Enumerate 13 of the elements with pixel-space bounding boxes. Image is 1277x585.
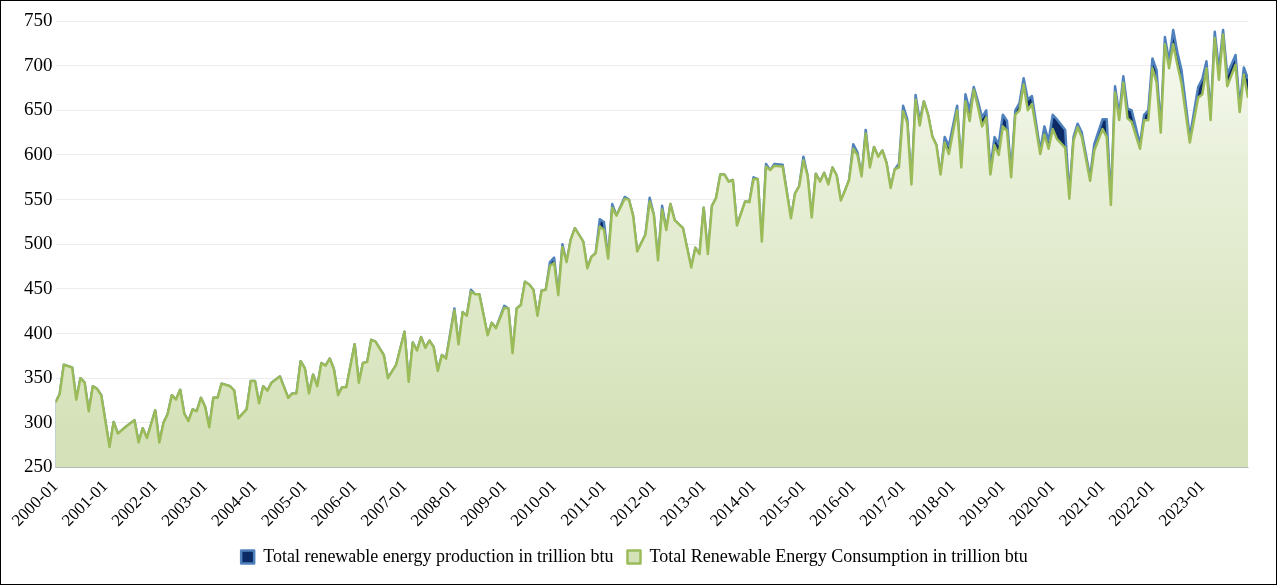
y-tick-label: 750: [24, 8, 53, 30]
y-tick-label: 450: [24, 276, 53, 298]
y-tick-label: 400: [24, 321, 53, 343]
y-tick-label: 550: [24, 187, 53, 209]
y-tick-label: 600: [24, 142, 53, 164]
y-tick-label: 250: [24, 455, 53, 477]
legend-label: Total renewable energy production in trillion btu: [263, 545, 614, 566]
legend-label: Total Renewable Energy Consumption in trillion btu: [649, 545, 1028, 566]
y-tick-label: 300: [24, 410, 53, 432]
y-tick-label: 700: [24, 53, 53, 75]
y-tick-label: 650: [24, 98, 53, 120]
y-tick-label: 350: [24, 366, 53, 388]
y-tick-label: 500: [24, 232, 53, 254]
